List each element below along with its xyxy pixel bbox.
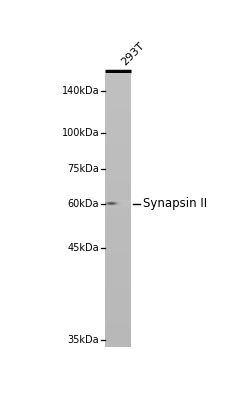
Text: 293T: 293T — [119, 41, 146, 68]
Text: 60kDa: 60kDa — [68, 198, 99, 208]
Text: 45kDa: 45kDa — [68, 242, 99, 252]
Text: 100kDa: 100kDa — [62, 128, 99, 138]
Text: Synapsin II: Synapsin II — [143, 197, 207, 210]
Text: 75kDa: 75kDa — [68, 164, 99, 174]
Text: 35kDa: 35kDa — [68, 335, 99, 345]
Text: 140kDa: 140kDa — [62, 86, 99, 96]
